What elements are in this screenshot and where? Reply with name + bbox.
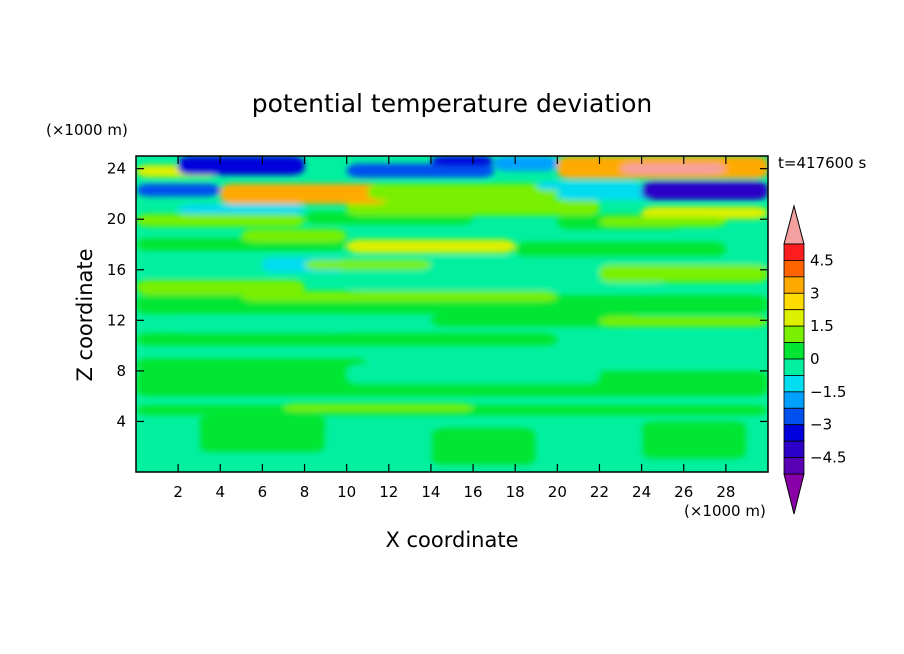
- field-band: [136, 370, 768, 397]
- x-tick-label: 26: [674, 483, 693, 501]
- field-band: [136, 358, 368, 374]
- field-band: [641, 206, 768, 220]
- x-tick-label: 28: [716, 483, 735, 501]
- x-tick-label: 24: [632, 483, 651, 501]
- x-tick-label: 16: [464, 483, 483, 501]
- x-axis-unit: (×1000 m): [684, 502, 766, 520]
- field-band: [346, 163, 495, 178]
- plot-frame: [135, 155, 769, 473]
- colorbar-top-arrow: [783, 204, 805, 245]
- x-tick-label: 12: [379, 483, 398, 501]
- y-axis-label: Z coordinate: [73, 248, 97, 381]
- field-band: [430, 156, 495, 167]
- x-tick-label: 6: [258, 483, 268, 501]
- field-band: [494, 156, 558, 172]
- x-tick-label: 18: [506, 483, 525, 501]
- x-tick-label: 22: [590, 483, 609, 501]
- field-band: [136, 214, 305, 227]
- colorbar-tick-label: 4.5: [810, 251, 834, 269]
- colorbar-box: [783, 292, 805, 311]
- field-band: [283, 403, 474, 412]
- colorbar-tick-label: −4.5: [810, 449, 846, 467]
- x-tick-label: 8: [300, 483, 310, 501]
- x-tick-label: 2: [173, 483, 183, 501]
- field-band: [346, 279, 663, 290]
- field-band: [557, 187, 663, 201]
- field-band: [220, 183, 389, 205]
- field-band: [599, 264, 768, 283]
- field-band: [515, 241, 726, 258]
- time-label: t=417600 s: [778, 154, 866, 172]
- colorbar-box: [783, 424, 805, 442]
- field-band: [241, 291, 558, 302]
- plot-area: [136, 156, 768, 472]
- colorbar-box: [783, 391, 805, 409]
- y-tick-label: 16: [107, 261, 126, 279]
- colorbar-box: [783, 260, 805, 278]
- field-band: [199, 415, 326, 454]
- field-band: [599, 216, 726, 227]
- colorbar-box: [783, 325, 805, 343]
- colorbar-box: [783, 358, 805, 376]
- colorbar-box: [783, 309, 805, 327]
- field-band: [136, 183, 221, 197]
- x-tick-label: 4: [215, 483, 225, 501]
- colorbar-tick-label: −1.5: [810, 383, 846, 401]
- field-band: [346, 364, 600, 384]
- colorbar-box: [783, 440, 805, 458]
- colorbar-tick-label: −3: [810, 416, 832, 434]
- field-bands: [136, 156, 768, 472]
- field-band: [178, 156, 305, 175]
- x-tick-label: 20: [548, 483, 567, 501]
- colorbar-box: [783, 276, 805, 294]
- x-axis: 2 4 6 8 10 12 14 16 18 20 22 24 26 28: [173, 156, 735, 501]
- x-axis-label: X coordinate: [385, 528, 518, 552]
- field-band: [430, 314, 642, 327]
- colorbar-box: [783, 342, 805, 360]
- y-axis: 4 8 12 16 20 24: [107, 160, 768, 430]
- field-band: [136, 279, 305, 296]
- colorbar-tick-label: 3: [810, 284, 820, 302]
- y-axis-unit: (×1000 m): [46, 121, 128, 139]
- field-band: [178, 204, 305, 215]
- field-band: [641, 421, 747, 460]
- colorbar-box: [783, 375, 805, 393]
- y-tick-label: 20: [107, 210, 126, 228]
- y-tick-label: 24: [107, 160, 126, 178]
- field-band: [346, 239, 516, 254]
- field-band: [346, 198, 600, 216]
- colorbar: 4.5 3 1.5 0 −1.5 −3 −4.5: [783, 204, 846, 515]
- y-tick-label: 12: [107, 311, 126, 329]
- y-tick-label: 8: [116, 362, 126, 380]
- field-band: [136, 332, 558, 346]
- field-band: [241, 229, 347, 242]
- field-band: [367, 183, 558, 201]
- field-band: [536, 181, 642, 191]
- field-band: [430, 427, 537, 466]
- field-band: [304, 259, 431, 270]
- field-band: [641, 181, 768, 201]
- chart-title: potential temperature deviation: [252, 89, 652, 118]
- x-tick-label: 10: [337, 483, 356, 501]
- field-band: [599, 316, 768, 327]
- colorbar-tick-label: 1.5: [810, 317, 834, 335]
- colorbar-box: [783, 243, 805, 261]
- colorbar-box: [783, 407, 805, 426]
- x-tick-label: 14: [421, 483, 440, 501]
- field-band: [578, 345, 768, 365]
- field-band: [641, 166, 705, 173]
- colorbar-box: [783, 457, 805, 475]
- colorbar-bottom-arrow: [783, 473, 805, 515]
- field-band: [178, 317, 347, 331]
- colorbar-tick-label: 0: [810, 350, 820, 368]
- y-tick-label: 4: [116, 412, 126, 430]
